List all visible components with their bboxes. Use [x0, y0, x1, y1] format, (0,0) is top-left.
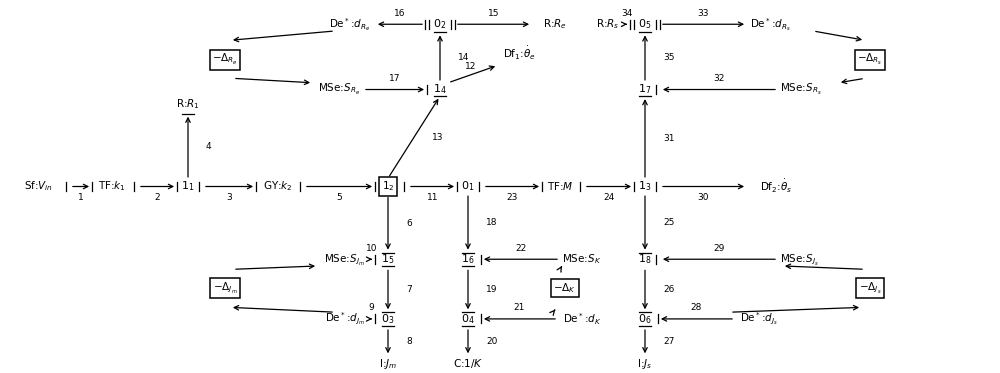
Text: $\mathrm{R}$:$R_s$: $\mathrm{R}$:$R_s$	[596, 18, 620, 31]
Text: 8: 8	[406, 337, 412, 346]
Text: $-\Delta_{R_e}$: $-\Delta_{R_e}$	[212, 52, 238, 67]
Text: 3: 3	[227, 193, 232, 202]
Text: 5: 5	[337, 193, 342, 202]
Text: 22: 22	[515, 244, 526, 253]
Text: $\mathrm{De}^*$:$d_{R_e}$: $\mathrm{De}^*$:$d_{R_e}$	[329, 16, 370, 33]
Text: 14: 14	[458, 53, 469, 62]
Text: $\mathrm{MSe}$:$S_K$: $\mathrm{MSe}$:$S_K$	[562, 253, 601, 266]
Text: 2: 2	[155, 193, 160, 202]
Text: $\mathrm{De}^*$:$d_K$: $\mathrm{De}^*$:$d_K$	[563, 311, 602, 327]
Text: 16: 16	[394, 9, 406, 18]
Text: $-\Delta_{J_m}$: $-\Delta_{J_m}$	[213, 280, 237, 295]
Text: $0_4$: $0_4$	[461, 312, 475, 326]
Text: $1_3$: $1_3$	[638, 180, 652, 193]
Text: 27: 27	[663, 337, 674, 346]
Text: 35: 35	[663, 53, 674, 62]
Text: $0_3$: $0_3$	[381, 312, 395, 326]
Text: $\mathrm{Sf}$:$V_{in}$: $\mathrm{Sf}$:$V_{in}$	[24, 180, 52, 193]
Text: 17: 17	[389, 74, 401, 83]
Text: $\mathrm{C}$:$1/K$: $\mathrm{C}$:$1/K$	[453, 357, 483, 370]
Text: $\mathrm{MSe}$:$S_{R_e}$: $\mathrm{MSe}$:$S_{R_e}$	[318, 82, 360, 97]
Text: $\mathrm{I}$:$J_m$: $\mathrm{I}$:$J_m$	[379, 357, 397, 371]
Text: $\mathrm{TF}$:$k_1$: $\mathrm{TF}$:$k_1$	[98, 180, 126, 193]
Text: $1_5$: $1_5$	[381, 253, 395, 266]
Text: $\mathrm{De}^*$:$d_{R_s}$: $\mathrm{De}^*$:$d_{R_s}$	[750, 16, 791, 33]
Text: $\mathrm{MSe}$:$S_{J_s}$: $\mathrm{MSe}$:$S_{J_s}$	[780, 252, 819, 267]
Text: 33: 33	[698, 9, 709, 18]
Text: 7: 7	[406, 285, 412, 294]
Text: 24: 24	[603, 193, 615, 202]
Text: 11: 11	[427, 193, 438, 202]
Text: $\mathrm{De}^*$:$d_{J_m}$: $\mathrm{De}^*$:$d_{J_m}$	[325, 311, 365, 327]
Text: $\mathrm{I}$:$J_s$: $\mathrm{I}$:$J_s$	[637, 357, 653, 371]
Text: $\mathrm{TF}$:$M$: $\mathrm{TF}$:$M$	[547, 181, 573, 192]
Text: $-\Delta_{J_s}$: $-\Delta_{J_s}$	[859, 280, 881, 295]
Text: $0_6$: $0_6$	[638, 312, 652, 326]
Text: 26: 26	[663, 285, 674, 294]
Text: 13: 13	[432, 133, 444, 142]
Text: 21: 21	[514, 303, 525, 312]
Text: $0_5$: $0_5$	[638, 18, 652, 31]
Text: 6: 6	[406, 219, 412, 228]
Text: $1_6$: $1_6$	[461, 253, 475, 266]
Text: $\mathrm{GY}$:$k_2$: $\mathrm{GY}$:$k_2$	[263, 180, 293, 193]
Text: $\mathrm{R}$:$R_e$: $\mathrm{R}$:$R_e$	[543, 18, 567, 31]
Text: 12: 12	[465, 62, 476, 71]
Text: $\mathrm{De}^*$:$d_{J_s}$: $\mathrm{De}^*$:$d_{J_s}$	[740, 311, 778, 327]
Text: 10: 10	[366, 244, 377, 253]
Text: 1: 1	[78, 193, 84, 202]
Text: $0_2$: $0_2$	[433, 18, 447, 31]
Text: $\mathrm{MSe}$:$S_{R_s}$: $\mathrm{MSe}$:$S_{R_s}$	[780, 82, 822, 97]
Text: 19: 19	[486, 285, 498, 294]
Text: $\mathrm{MSe}$:$S_{J_m}$: $\mathrm{MSe}$:$S_{J_m}$	[324, 252, 365, 267]
Text: 15: 15	[488, 9, 499, 18]
Text: $1_8$: $1_8$	[638, 253, 652, 266]
Text: 31: 31	[663, 134, 674, 142]
Text: $1_4$: $1_4$	[433, 83, 447, 96]
Text: 9: 9	[369, 303, 374, 312]
Text: $\mathrm{Df}_2$:$\dot{\theta}_s$: $\mathrm{Df}_2$:$\dot{\theta}_s$	[760, 178, 792, 195]
Text: 18: 18	[486, 218, 498, 228]
Text: $1_2$: $1_2$	[382, 180, 394, 193]
Text: 25: 25	[663, 218, 674, 228]
Text: $1_7$: $1_7$	[638, 83, 652, 96]
Text: $0_1$: $0_1$	[461, 180, 475, 193]
Text: $\mathrm{R}$:$R_1$: $\mathrm{R}$:$R_1$	[176, 98, 200, 111]
Text: $-\Delta_{R_s}$: $-\Delta_{R_s}$	[857, 52, 883, 67]
Text: 30: 30	[698, 193, 709, 202]
Text: $1_1$: $1_1$	[181, 180, 195, 193]
Text: 32: 32	[713, 74, 725, 83]
Text: 34: 34	[621, 9, 632, 18]
Text: $\mathrm{Df}_1$:$\dot{\theta}_e$: $\mathrm{Df}_1$:$\dot{\theta}_e$	[503, 45, 536, 62]
Text: 29: 29	[713, 244, 725, 253]
Text: 28: 28	[691, 303, 702, 312]
Text: 4: 4	[206, 142, 212, 151]
Text: 20: 20	[486, 337, 497, 346]
Text: 23: 23	[507, 193, 518, 202]
Text: $-\Delta_K$: $-\Delta_K$	[553, 281, 577, 295]
